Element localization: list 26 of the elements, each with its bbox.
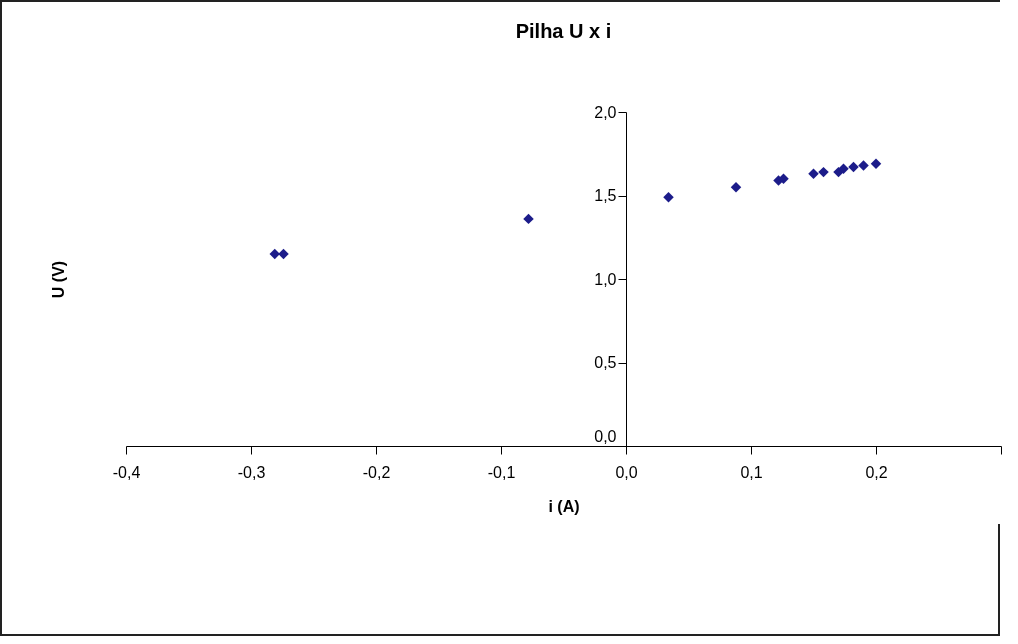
point [818, 166, 829, 178]
point [870, 158, 882, 170]
point [269, 248, 280, 260]
y-tick-label: 1,5 [594, 187, 617, 204]
y-axis-title: U (V) [49, 260, 67, 299]
y-tick-label: 0,0 [594, 427, 617, 445]
point [523, 213, 534, 225]
x-axis-title: i (A) [548, 497, 580, 515]
point [663, 191, 674, 203]
x-tick-label: 0,1 [740, 463, 763, 481]
x-tick-label: -0,3 [237, 463, 266, 481]
point [858, 160, 869, 171]
point [278, 248, 289, 260]
y-tick-label: 1,0 [594, 270, 617, 288]
y-tick-label: 2,0 [594, 103, 617, 121]
chart-title: Pilha U x i [515, 20, 612, 42]
point [848, 161, 859, 173]
x-tick-label: 0,2 [865, 463, 888, 481]
y-tick-label: 0,5 [594, 354, 617, 371]
x-tick-label: -0,4 [112, 463, 141, 481]
x-tick-label: -0,2 [362, 463, 391, 481]
x-tick-label: 0,0 [615, 463, 638, 481]
point [838, 163, 849, 175]
point [730, 181, 742, 193]
point [808, 168, 819, 180]
x-tick-label: -0,1 [487, 463, 516, 481]
